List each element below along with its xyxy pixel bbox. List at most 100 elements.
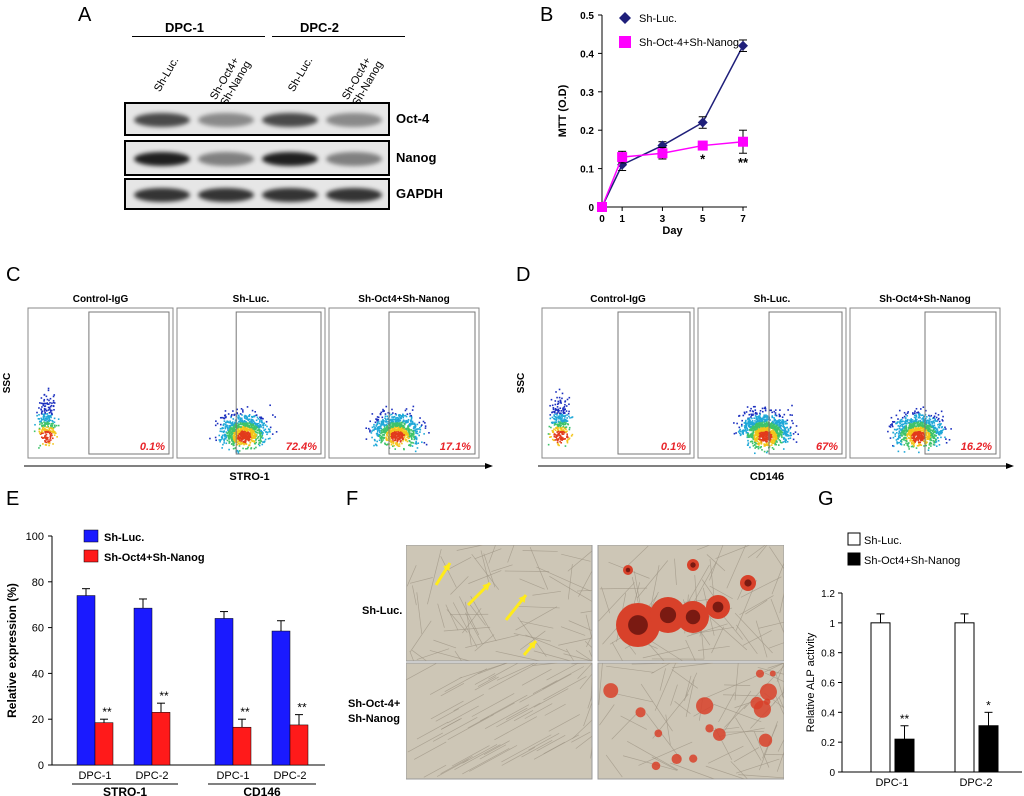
flow-event	[252, 420, 255, 423]
flow-event	[559, 435, 562, 438]
flow-event	[224, 410, 227, 412]
flow-event	[765, 430, 768, 433]
flow-event	[774, 409, 777, 411]
cell-fiber	[730, 761, 748, 780]
cell-fiber	[567, 563, 573, 600]
flow-event	[794, 431, 797, 433]
flow-event	[561, 420, 564, 423]
flow-event	[769, 437, 772, 440]
flow-event	[771, 429, 774, 431]
flow-event	[759, 413, 761, 416]
flow-event	[46, 415, 48, 418]
flow-event	[923, 440, 925, 443]
arrow-head	[482, 583, 490, 591]
flow-event	[245, 432, 248, 434]
flow-event	[912, 412, 914, 414]
flow-event	[239, 441, 242, 443]
flow-event	[402, 439, 404, 442]
flow-event	[381, 423, 384, 426]
flow-event	[931, 432, 933, 435]
flow-event	[562, 422, 565, 424]
cell-fiber	[757, 667, 784, 675]
flow-event	[45, 433, 48, 436]
flow-event	[937, 417, 940, 420]
flow-event	[44, 405, 47, 407]
flow-event	[245, 448, 247, 450]
cell-fiber	[412, 585, 417, 606]
flow-event	[758, 415, 761, 417]
flow-event	[748, 413, 751, 416]
flow-event	[916, 423, 919, 425]
flow-event	[932, 426, 935, 429]
flow-event	[747, 431, 749, 434]
flow-event	[562, 430, 565, 433]
flow-event	[914, 412, 916, 414]
flow-event	[564, 403, 566, 406]
flow-event	[763, 421, 765, 423]
flow-event	[779, 419, 782, 422]
flow-event	[38, 413, 40, 416]
flow-event	[781, 420, 783, 423]
y-tick-label: 0	[38, 760, 44, 772]
flow-event	[752, 430, 755, 433]
flow-event	[780, 431, 782, 434]
flow-event	[752, 410, 755, 413]
flow-event	[411, 438, 413, 441]
flow-event	[251, 409, 254, 412]
flow-event	[254, 430, 257, 433]
flow-event	[559, 434, 562, 437]
flow-event	[917, 439, 920, 442]
flow-event	[375, 425, 377, 427]
x-tick-label: 1	[619, 214, 625, 225]
flow-event	[927, 449, 930, 451]
flow-event	[552, 408, 555, 411]
flow-event	[375, 428, 377, 430]
flow-event	[424, 427, 427, 429]
flow-event	[52, 420, 54, 423]
flow-event	[390, 435, 392, 438]
flow-event	[411, 420, 414, 423]
flow-event	[393, 418, 396, 421]
flow-event	[251, 433, 254, 436]
flow-event	[258, 428, 261, 431]
cell-fiber	[779, 593, 784, 614]
flow-event	[48, 440, 51, 443]
blot-band	[198, 188, 254, 202]
flow-event	[229, 420, 231, 423]
flow-event	[570, 435, 573, 437]
flow-event	[773, 426, 776, 428]
flow-event	[933, 424, 936, 427]
flow-event	[767, 443, 769, 446]
flow-event	[406, 432, 409, 435]
flow-event	[917, 431, 920, 433]
flow-event	[745, 424, 748, 427]
x-tick-label: DPC-2	[273, 770, 306, 782]
flow-event	[220, 438, 222, 441]
flow-event	[380, 438, 383, 441]
flow-event	[763, 434, 766, 436]
flow-event	[240, 437, 243, 440]
flow-event	[49, 409, 52, 412]
flow-event	[258, 430, 261, 432]
flow-event	[771, 411, 773, 414]
flow-event	[52, 422, 54, 425]
flow-event	[756, 422, 759, 425]
flow-event	[412, 433, 414, 435]
flow-event	[561, 414, 564, 416]
significance-marker: *	[986, 698, 991, 712]
flow-event	[40, 430, 43, 433]
cell-fiber	[536, 735, 566, 752]
flow-event	[557, 433, 559, 436]
mineral-nodule	[603, 683, 619, 699]
flow-event	[399, 426, 401, 428]
flow-event	[396, 444, 399, 446]
flow-event	[405, 408, 408, 410]
flow-event	[897, 418, 899, 420]
flow-event	[234, 428, 237, 431]
flow-event	[50, 434, 52, 436]
flow-event	[763, 450, 766, 453]
flow-event	[764, 444, 766, 447]
mineral-nodule-core	[659, 606, 677, 624]
cell-fiber	[642, 647, 689, 659]
flow-event	[230, 436, 233, 438]
